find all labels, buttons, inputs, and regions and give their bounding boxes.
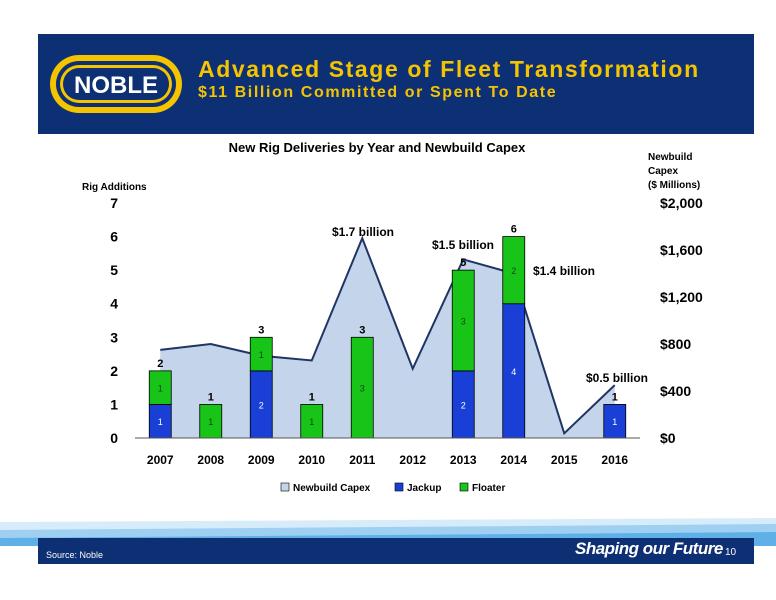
y2-tick-label: $800 — [660, 336, 691, 352]
bar-total-label: 2 — [157, 358, 163, 370]
y2-tick-label: $400 — [660, 383, 691, 399]
floater-bar — [148, 370, 172, 405]
y2-axis-label-line: Capex — [648, 166, 678, 177]
source-note: Source: Noble — [46, 550, 104, 560]
capex-annotation: $1.4 billion — [533, 264, 595, 278]
legend-label: Jackup — [407, 483, 441, 494]
x-tick-label: 2015 — [551, 453, 578, 467]
slide-title: Advanced Stage of Fleet Transformation — [198, 56, 700, 82]
bar-total-label: 3 — [258, 324, 264, 336]
footer-bar — [38, 538, 754, 564]
x-tick-label: 2011 — [349, 453, 375, 467]
bar-total-label: 3 — [359, 324, 365, 336]
legend-label: Floater — [472, 483, 505, 494]
x-tick-label: 2012 — [399, 453, 426, 467]
legend-swatch — [394, 482, 404, 492]
y-tick-label: 4 — [110, 296, 118, 312]
x-tick-label: 2013 — [450, 453, 477, 467]
slide-subtitle: $11 Billion Committed or Spent To Date — [198, 84, 558, 101]
floater-value-label: 1 — [158, 384, 163, 394]
x-tick-label: 2014 — [500, 453, 527, 467]
y2-axis-label: Newbuild Capex ($ Millions) — [648, 152, 700, 191]
bar-total-label: 1 — [309, 391, 315, 403]
jackup-value-label: 2 — [461, 400, 466, 410]
capex-annotation: $1.7 billion — [332, 225, 394, 239]
jackup-value-label: 4 — [511, 367, 516, 377]
logo-text: NOBLE — [74, 72, 158, 99]
floater-value-label: 1 — [259, 350, 264, 360]
capex-annotation: $0.5 billion — [586, 371, 648, 385]
capex-area — [160, 238, 615, 438]
x-tick-label: 2008 — [197, 453, 224, 467]
y2-tick-label: $0 — [660, 430, 676, 446]
bar-total-label: 5 — [460, 257, 466, 269]
y-tick-label: 3 — [110, 329, 118, 345]
floater-value-label: 2 — [511, 266, 516, 276]
jackup-value-label: 1 — [158, 417, 163, 427]
y2-tick-label: $1,200 — [660, 289, 703, 305]
y-tick-label: 7 — [110, 195, 118, 211]
floater-value-label: 3 — [360, 384, 365, 394]
floater-bar — [249, 336, 273, 372]
x-tick-label: 2010 — [298, 453, 325, 467]
legend-label: Newbuild Capex — [293, 483, 371, 494]
page-number: 10 — [725, 547, 737, 558]
jackup-value-label: 2 — [259, 400, 264, 410]
y-tick-label: 1 — [110, 396, 118, 412]
floater-value-label: 1 — [309, 417, 314, 427]
bar-total-label: 1 — [612, 391, 618, 403]
x-tick-label: 2007 — [147, 453, 174, 467]
noble-logo: NOBLE — [50, 55, 182, 113]
legend-swatch — [459, 482, 469, 492]
floater-value-label: 3 — [461, 317, 466, 327]
capex-annotation: $1.5 billion — [432, 238, 494, 252]
y2-tick-label: $1,600 — [660, 242, 703, 258]
chart-title: New Rig Deliveries by Year and Newbuild … — [229, 140, 526, 155]
y-axis-label: Rig Additions — [82, 182, 147, 193]
y2-axis-label-line: Newbuild — [648, 152, 692, 163]
x-tick-label: 2016 — [601, 453, 628, 467]
y-tick-label: 5 — [110, 262, 118, 278]
y-tick-label: 2 — [110, 363, 118, 379]
y2-axis-label-line: ($ Millions) — [648, 180, 700, 191]
y-tick-label: 6 — [110, 229, 118, 245]
floater-value-label: 1 — [208, 417, 213, 427]
bar-total-label: 1 — [208, 391, 214, 403]
legend-swatch — [280, 482, 290, 492]
floater-bar — [502, 236, 526, 305]
capex-line — [160, 235, 616, 436]
y2-tick-label: $2,000 — [660, 195, 703, 211]
tagline: Shaping our Future — [575, 539, 723, 558]
y-tick-label: 0 — [110, 430, 118, 446]
bar-total-label: 6 — [511, 224, 517, 236]
jackup-value-label: 1 — [612, 417, 617, 427]
floater-bar — [451, 269, 475, 372]
x-tick-label: 2009 — [248, 453, 275, 467]
